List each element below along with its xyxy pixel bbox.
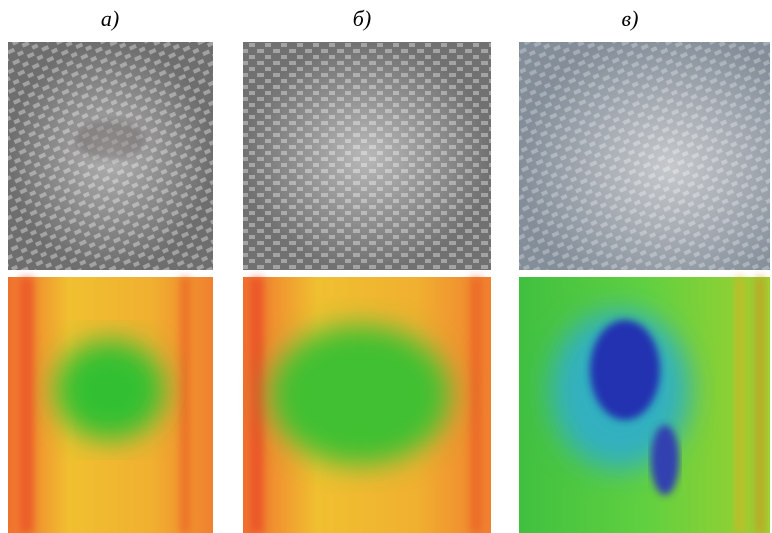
images xyxy=(0,0,772,533)
figure: а) б) в) xyxy=(0,0,772,533)
